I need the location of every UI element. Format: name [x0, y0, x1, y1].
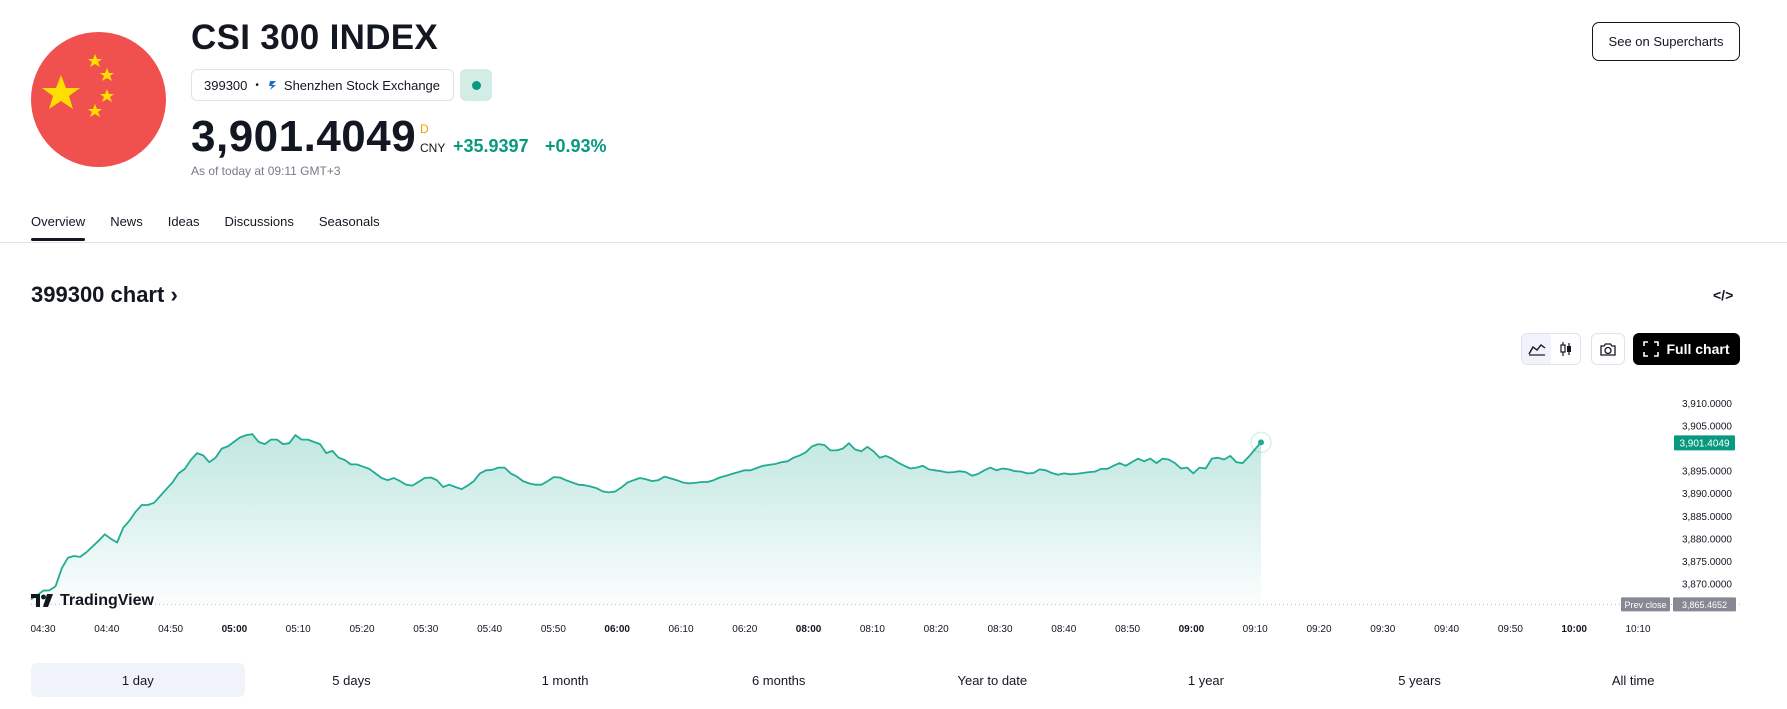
symbol-exchange-chip[interactable]: 399300 • Shenzhen Stock Exchange — [191, 69, 454, 101]
x-tick-label: 05:00 — [222, 624, 248, 635]
range-year-to-date[interactable]: Year to date — [957, 672, 1028, 688]
x-tick-label: 06:10 — [668, 624, 693, 635]
last-point-marker — [1258, 439, 1264, 446]
chart-style-toggle — [1521, 333, 1581, 365]
full-chart-label: Full chart — [1666, 341, 1730, 357]
range-5-years[interactable]: 5 years — [1398, 672, 1441, 688]
area-chart-icon[interactable] — [1522, 334, 1551, 364]
full-chart-button[interactable]: Full chart — [1633, 333, 1740, 365]
tradingview-logo: TradingView — [31, 592, 154, 610]
x-tick-label: 08:20 — [924, 624, 949, 635]
tab-seasonals[interactable]: Seasonals — [318, 214, 380, 229]
tradingview-brand: TradingView — [60, 592, 154, 609]
x-tick-label: 06:00 — [604, 624, 630, 635]
y-tick-label: 3,880.0000 — [1682, 534, 1732, 545]
flag-small-star-4 — [88, 104, 102, 117]
separator-dot: • — [255, 79, 259, 91]
x-tick-label: 05:10 — [286, 624, 311, 635]
camera-icon[interactable] — [1591, 333, 1625, 365]
x-tick-label: 08:50 — [1115, 624, 1140, 635]
x-tick-label: 04:30 — [30, 624, 55, 635]
y-tick-label: 3,870.0000 — [1682, 579, 1732, 590]
last-price: 3,901.4049 — [191, 112, 417, 161]
x-tick-label: 09:20 — [1306, 624, 1331, 635]
range-1-day[interactable]: 1 day — [31, 663, 245, 697]
last-price-tag — [1674, 435, 1735, 451]
x-tick-label: 08:30 — [987, 624, 1012, 635]
x-tick-label: 08:10 — [860, 624, 885, 635]
tab-discussions[interactable]: Discussions — [224, 214, 294, 229]
market-status-indicator[interactable] — [460, 69, 492, 101]
candles-icon[interactable] — [1551, 334, 1580, 364]
tab-news[interactable]: News — [110, 214, 143, 229]
range-all-time[interactable]: All time — [1611, 672, 1655, 688]
x-tick-label: 09:30 — [1370, 624, 1395, 635]
range-6-months[interactable]: 6 months — [751, 672, 806, 688]
price-chart[interactable]: 3,910.0000 3,905.0000 3,895.0000 3,890.0000… — [0, 370, 1787, 650]
x-tick-label: 09:50 — [1498, 624, 1523, 635]
country-flag-icon — [31, 32, 166, 167]
x-tick-label: 10:00 — [1561, 624, 1587, 635]
market-open-dot-icon — [471, 80, 481, 90]
range-5-days[interactable]: 5 days — [332, 672, 371, 688]
tabs-divider — [0, 242, 1787, 243]
page-tabs: Overview News Ideas Discussions Seasonal… — [31, 214, 405, 241]
flag-small-star-3 — [100, 89, 114, 102]
x-tick-label: 08:40 — [1051, 624, 1076, 635]
x-tick-label: 10:10 — [1625, 624, 1650, 635]
x-tick-label: 05:40 — [477, 624, 502, 635]
y-tick-label: 3,895.0000 — [1682, 467, 1732, 478]
fullscreen-icon — [1643, 341, 1660, 357]
y-tick-label: 3,875.0000 — [1682, 557, 1732, 568]
flag-small-star-2 — [100, 68, 114, 81]
y-tick-label: 3,905.0000 — [1682, 422, 1732, 433]
price-flag: D — [420, 122, 429, 136]
time-range-selector: 1 day 5 days 1 month 6 months Year to da… — [31, 663, 1740, 697]
x-tick-label: 09:10 — [1243, 624, 1268, 635]
tab-overview[interactable]: Overview — [31, 214, 86, 241]
flag-small-star-1 — [88, 54, 102, 67]
range-1-month[interactable]: 1 month — [541, 672, 589, 688]
prev-close-value-tag — [1673, 597, 1736, 612]
code-icon[interactable]: </> — [1713, 287, 1734, 303]
chevron-right-icon: › — [164, 282, 178, 307]
as-of-timestamp: As of today at 09:11 GMT+3 — [191, 164, 341, 178]
y-tick-label: 3,885.0000 — [1682, 512, 1732, 523]
y-tick-label: 3,910.0000 — [1682, 399, 1732, 410]
exchange-logo-icon — [268, 81, 276, 90]
symbol-code: 399300 — [204, 77, 248, 93]
chart-section-title[interactable]: 399300 chart › — [31, 282, 178, 308]
prev-close-value: 3,865.4652 — [1682, 600, 1727, 610]
price-series-line — [30, 433, 1262, 601]
x-tick-label: 04:40 — [94, 624, 119, 635]
y-tick-label: 3,890.0000 — [1682, 489, 1732, 500]
tradingview-logo-icon — [31, 594, 53, 607]
x-tick-label: 05:50 — [541, 624, 566, 635]
chart-title-text: 399300 chart — [31, 282, 165, 307]
x-tick-label: 08:00 — [796, 624, 822, 635]
x-tick-label: 05:30 — [413, 624, 438, 635]
range-1-year[interactable]: 1 year — [1187, 672, 1224, 688]
x-tick-label: 09:00 — [1179, 624, 1205, 635]
exchange-name: Shenzhen Stock Exchange — [283, 77, 441, 93]
see-on-supercharts-button[interactable]: See on Supercharts — [1592, 22, 1740, 61]
price-change-percent: +0.93% — [545, 136, 607, 156]
prev-close-tag — [1621, 597, 1670, 612]
prev-close-label: Prev close — [1624, 600, 1666, 610]
x-tick-label: 06:20 — [732, 624, 757, 635]
x-tick-label: 04:50 — [158, 624, 183, 635]
last-point-halo — [1250, 431, 1272, 454]
flag-big-star — [42, 75, 80, 109]
price-change: +35.9397 — [453, 136, 529, 156]
price-area-fill — [31, 434, 1261, 605]
price-currency: CNY — [420, 141, 446, 155]
x-tick-label: 05:20 — [349, 624, 374, 635]
last-price-label: 3,901.4049 — [1679, 438, 1729, 449]
tab-ideas[interactable]: Ideas — [167, 214, 200, 229]
page-title: CSI 300 INDEX — [191, 18, 439, 57]
x-tick-label: 09:40 — [1434, 624, 1459, 635]
